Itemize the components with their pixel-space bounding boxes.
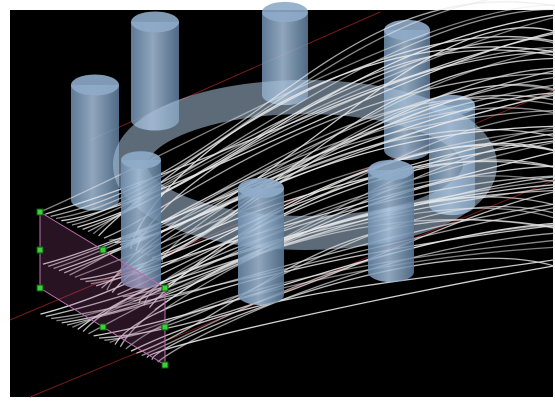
- cylinder-top: [121, 151, 161, 169]
- streamline: [69, 83, 555, 276]
- streamline: [45, 176, 555, 317]
- streamline: [136, 219, 555, 354]
- streamline: [77, 184, 555, 330]
- streamline: [42, 92, 555, 265]
- cylinder-body: [71, 85, 119, 211]
- cylinder-body: [121, 160, 161, 289]
- streamline: [104, 206, 555, 341]
- streamline: [55, 0, 491, 220]
- streamline: [125, 239, 555, 350]
- seed-box: [36, 208, 169, 369]
- cylinder-body: [238, 188, 284, 306]
- cylinder-top: [238, 177, 284, 199]
- handle: [36, 284, 44, 292]
- handle: [161, 284, 169, 292]
- cylinder-body: [131, 22, 179, 131]
- cylinder-top: [262, 1, 308, 23]
- handle: [161, 323, 169, 331]
- cylinder-top: [368, 159, 414, 181]
- streamline: [122, 137, 555, 298]
- streamline: [72, 207, 555, 328]
- streamline: [157, 76, 555, 261]
- streamline: [157, 232, 555, 363]
- handle: [36, 208, 44, 216]
- cylinder-top: [384, 19, 430, 41]
- cylinder-top: [131, 11, 179, 33]
- streamline: [130, 259, 555, 352]
- handle: [161, 361, 169, 369]
- streamline: [48, 70, 555, 267]
- streamline: [141, 223, 555, 357]
- handle: [36, 246, 44, 254]
- guide-line: [29, 179, 555, 398]
- handle: [99, 246, 107, 254]
- cylinder-body: [368, 170, 414, 283]
- front-cylinders: [121, 151, 414, 306]
- handle: [99, 323, 107, 331]
- cylinder-top: [71, 74, 119, 96]
- streamline: [119, 196, 555, 348]
- streamline: [39, 4, 555, 213]
- streamline: [40, 144, 555, 315]
- streamline: [117, 159, 555, 296]
